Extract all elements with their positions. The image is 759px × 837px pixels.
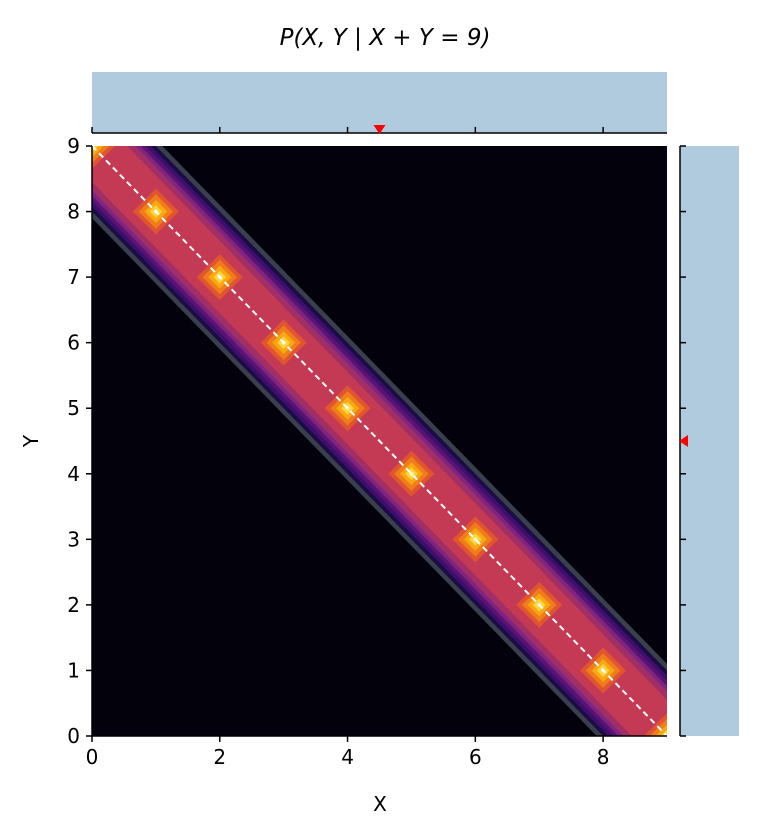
x-tick-label: 8 — [597, 745, 610, 769]
chart-title: P(X, Y | X + Y = 9) — [280, 25, 491, 51]
y-tick-label: 8 — [67, 200, 80, 224]
constraint-line — [92, 146, 667, 736]
y-tick-label: 0 — [67, 724, 80, 748]
x-marginal-bar — [92, 72, 667, 133]
y-tick-label: 1 — [67, 658, 80, 682]
x-tick-label: 0 — [86, 745, 99, 769]
probability-peak — [408, 471, 414, 477]
y-axis-label: Y — [19, 434, 43, 448]
y-marginal-marker — [679, 435, 688, 447]
y-marginal-ticks — [680, 145, 686, 737]
x-tick-label: 6 — [469, 745, 482, 769]
joint-heatmap: 0 2 4 6 8 0 1 2 3 4 5 6 7 8 9 — [67, 134, 667, 769]
y-tick-label: 6 — [67, 331, 80, 355]
x-marginal-ticks — [91, 127, 604, 133]
x-axis-ticks: 0 2 4 6 8 — [86, 736, 610, 769]
x-marginal-marker — [373, 125, 386, 134]
y-marginal-plot — [679, 145, 739, 737]
x-axis-label: X — [373, 792, 387, 816]
probability-peak — [472, 536, 478, 542]
y-tick-label: 2 — [67, 593, 80, 617]
y-tick-label: 4 — [67, 462, 80, 486]
x-tick-label: 2 — [213, 745, 226, 769]
y-axis-ticks: 0 1 2 3 4 5 6 7 8 9 — [67, 134, 92, 748]
x-marginal-plot — [91, 72, 667, 134]
y-marginal-bar — [680, 146, 739, 736]
y-tick-label: 3 — [67, 527, 80, 551]
y-tick-label: 5 — [67, 396, 80, 420]
probability-peak — [345, 405, 351, 411]
x-tick-label: 4 — [341, 745, 354, 769]
y-tick-label: 7 — [67, 265, 80, 289]
y-tick-label: 9 — [67, 134, 80, 158]
